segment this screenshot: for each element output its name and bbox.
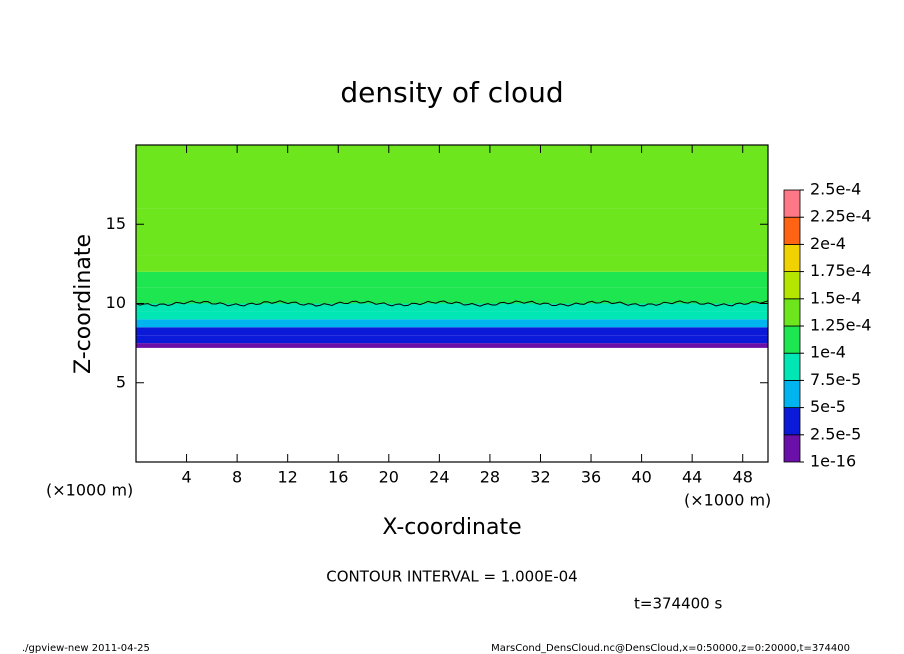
chart-title: density of cloud: [340, 76, 563, 109]
x-tick-label: 32: [530, 468, 550, 487]
colorbar-label: 2.5e-5: [810, 424, 861, 443]
x-axis-label: X-coordinate: [382, 515, 521, 540]
x-unit: (×1000 m): [684, 491, 771, 510]
colorbar-swatch: [783, 379, 801, 408]
field-layer: [136, 343, 768, 348]
field-layer: [136, 208, 768, 256]
field-layer: [136, 327, 768, 336]
contour-interval: CONTOUR INTERVAL = 1.000E-04: [326, 568, 577, 586]
colorbar-swatch: [783, 271, 801, 300]
x-unit: (×1000 m): [46, 481, 133, 500]
y-axis-label: Z-coordinate: [71, 234, 96, 374]
colorbar-swatch: [783, 243, 801, 272]
colorbar-label: 2e-4: [810, 234, 846, 253]
footer-left: ./gpview-new 2011-04-25: [22, 643, 150, 654]
colorbar-label: 2.25e-4: [810, 207, 871, 226]
field-layer: [136, 303, 768, 312]
x-tick-label: 40: [631, 468, 651, 487]
time-label: t=374400 s: [634, 595, 722, 613]
x-tick-label: 44: [682, 468, 702, 487]
y-tick-label: 5: [116, 372, 126, 391]
field-layer: [136, 319, 768, 328]
colorbar-swatch: [783, 407, 801, 436]
field-layer: [136, 255, 768, 272]
colorbar-swatch: [783, 434, 801, 463]
colorbar-label: 1.5e-4: [810, 288, 861, 307]
contour-line: [135, 300, 769, 307]
colorbar-label: 1e-4: [810, 343, 846, 362]
field-layer: [136, 145, 768, 209]
field-layer: [136, 335, 768, 344]
y-tick-label: 15: [106, 214, 126, 233]
colorbar-swatch: [783, 216, 801, 245]
x-tick-label: 36: [581, 468, 601, 487]
colorbar-label: 1.25e-4: [810, 316, 871, 335]
colorbar-swatch: [783, 189, 801, 218]
x-tick-label: 8: [232, 468, 242, 487]
field-layer: [136, 311, 768, 320]
y-tick-label: 10: [106, 293, 126, 312]
x-tick-label: 20: [379, 468, 399, 487]
colorbar-label: 1.75e-4: [810, 261, 871, 280]
colorbar-label: 1e-16: [810, 452, 856, 471]
field-layer: [136, 271, 768, 288]
x-tick-label: 28: [480, 468, 500, 487]
x-tick-label: 24: [429, 468, 449, 487]
x-tick-label: 12: [278, 468, 298, 487]
colorbar-label: 2.5e-4: [810, 180, 861, 199]
x-tick-label: 4: [181, 468, 191, 487]
footer-right: MarsCond_DensCloud.nc@DensCloud,x=0:5000…: [491, 643, 850, 654]
colorbar-label: 5e-5: [810, 397, 846, 416]
colorbar-swatch: [783, 325, 801, 354]
colorbar-swatch: [783, 298, 801, 327]
x-tick-label: 48: [733, 468, 753, 487]
colorbar-label: 7.5e-5: [810, 370, 861, 389]
colorbar-swatch: [783, 352, 801, 381]
field-layer: [136, 287, 768, 304]
x-tick-label: 16: [328, 468, 348, 487]
